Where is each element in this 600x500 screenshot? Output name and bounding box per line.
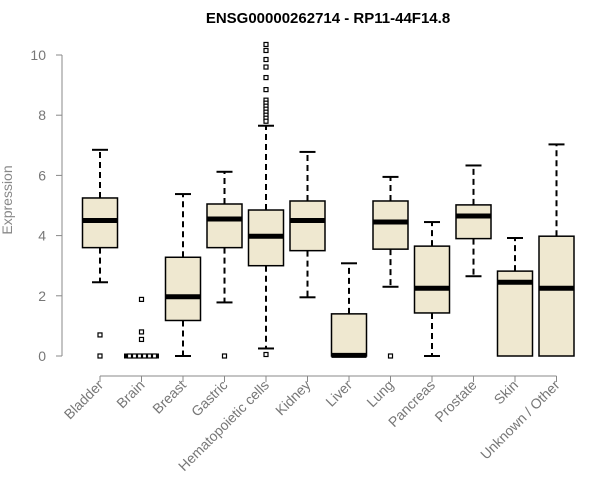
outlier-point xyxy=(97,332,103,338)
x-tick-label: Bladder xyxy=(61,377,107,423)
box-iqr xyxy=(164,256,202,322)
outlier-point xyxy=(138,336,145,343)
box-iqr xyxy=(330,313,368,357)
chart-title: ENSG00000262714 - RP11-44F14.8 xyxy=(206,10,450,27)
outlier-point xyxy=(263,64,269,70)
box-bladder xyxy=(81,148,119,359)
box-iqr xyxy=(289,200,326,252)
box-liver xyxy=(330,262,368,358)
outlier-point xyxy=(263,41,269,48)
x-tick-label: Prostate xyxy=(431,377,479,425)
outlier-point xyxy=(263,74,269,81)
x-tick-label: Brain xyxy=(113,377,147,411)
outlier-point xyxy=(141,353,148,359)
outlier-point xyxy=(221,353,228,359)
y-tick-label: 6 xyxy=(38,167,46,183)
outlier-point xyxy=(138,296,145,303)
x-tick-label: Skin xyxy=(491,377,522,408)
x-tick-label: Lung xyxy=(363,377,396,410)
box-hematopoietic-cells xyxy=(247,41,285,358)
outlier-point xyxy=(131,353,138,359)
outlier-point xyxy=(263,87,269,93)
x-tick-label: Breast xyxy=(149,377,189,417)
box-pancreas xyxy=(413,221,451,357)
box-iqr xyxy=(455,204,492,240)
outlier-point xyxy=(97,353,103,359)
y-tick-label: 2 xyxy=(38,288,46,304)
box-brain xyxy=(124,296,159,359)
box-lung xyxy=(372,175,409,359)
box-iqr xyxy=(372,200,409,250)
box-unknown-other xyxy=(538,143,575,357)
outlier-point xyxy=(126,353,133,359)
boxes-group xyxy=(81,41,575,359)
outlier-point xyxy=(387,353,394,359)
y-axis: 0 2 4 6 8 10 xyxy=(30,47,63,364)
box-kidney xyxy=(289,150,326,299)
box-skin xyxy=(496,237,534,357)
box-iqr xyxy=(413,245,451,314)
outlier-point xyxy=(263,118,269,124)
outlier-point xyxy=(146,353,153,359)
outlier-point xyxy=(263,56,269,63)
outlier-point xyxy=(138,329,145,335)
outlier-point xyxy=(263,351,269,358)
x-tick-label: Kidney xyxy=(272,377,314,419)
box-gastric xyxy=(206,170,243,359)
x-tick-label: Liver xyxy=(322,377,355,410)
y-axis-label: Expression xyxy=(0,165,15,234)
outlier-point xyxy=(136,353,143,359)
x-tick-label: Unknown / Other xyxy=(477,377,563,463)
box-iqr xyxy=(538,235,575,357)
box-iqr xyxy=(496,270,534,357)
box-breast xyxy=(164,193,202,357)
outlier-point xyxy=(151,353,158,359)
y-tick-label: 4 xyxy=(38,228,46,244)
y-tick-label: 10 xyxy=(30,47,46,63)
y-tick-label: 8 xyxy=(38,107,46,123)
box-iqr xyxy=(206,203,243,249)
outlier-point xyxy=(263,47,269,54)
box-prostate xyxy=(455,164,492,278)
y-tick-label: 0 xyxy=(38,348,46,364)
